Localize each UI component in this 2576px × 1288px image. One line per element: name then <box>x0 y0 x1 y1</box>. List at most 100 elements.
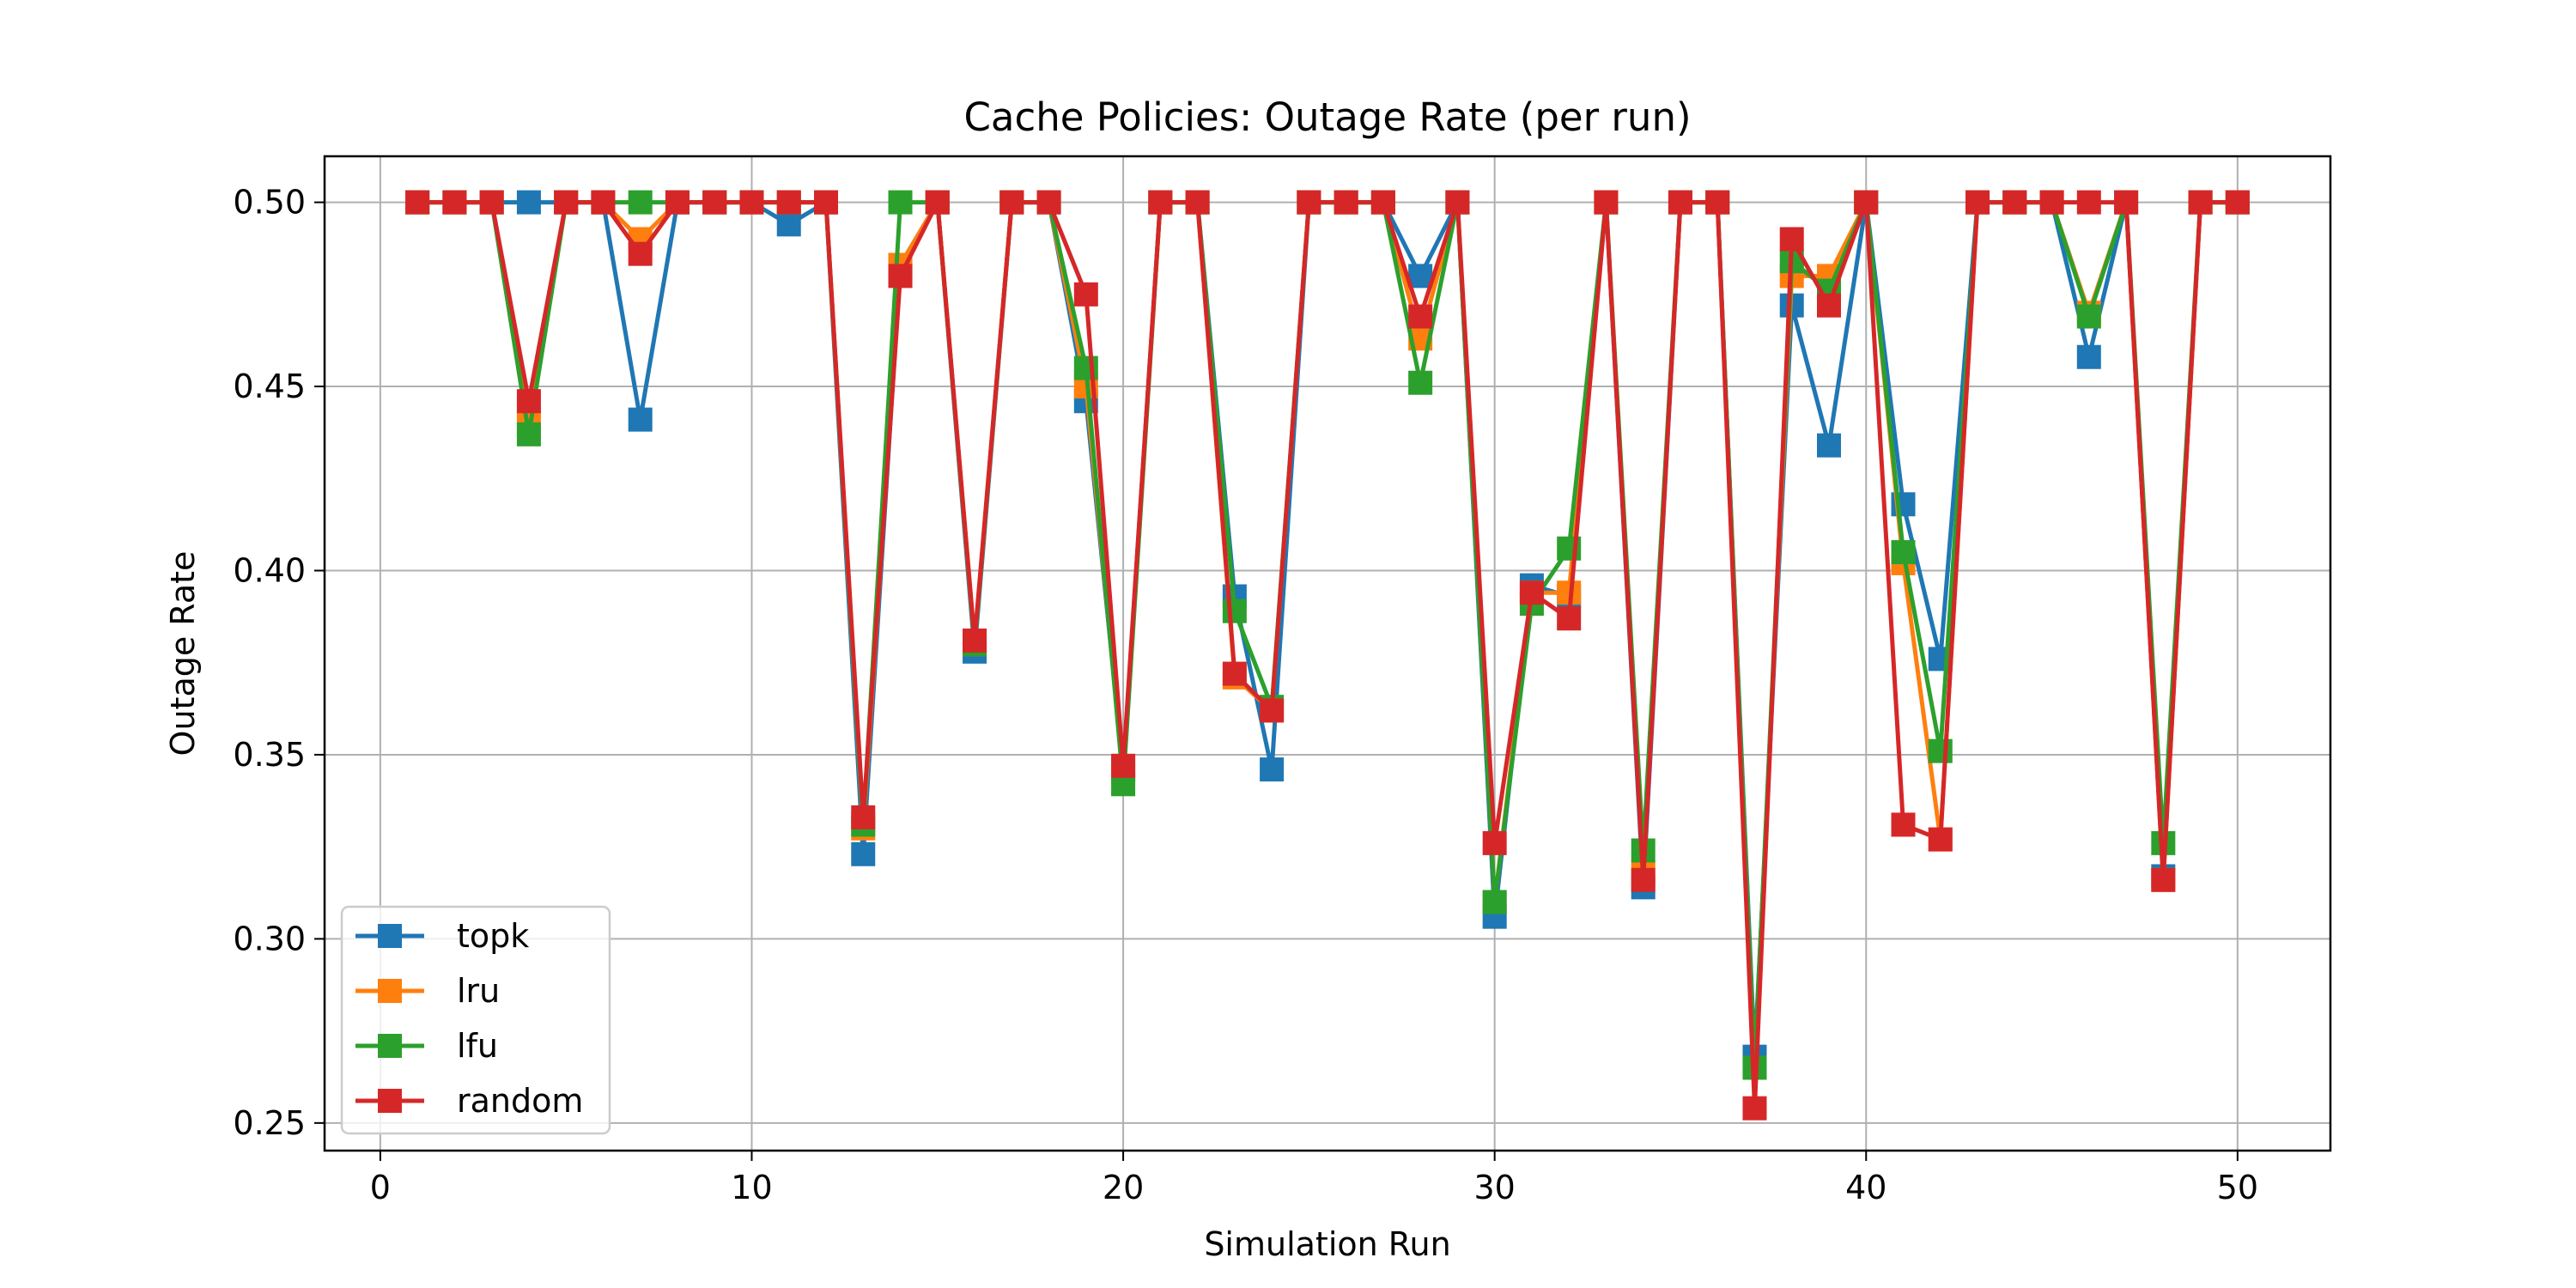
data-point-random <box>665 190 690 215</box>
data-point-random <box>2188 190 2213 215</box>
y-tick-label: 0.35 <box>233 736 306 774</box>
data-point-topk <box>1408 264 1433 289</box>
data-point-lfu <box>1222 598 1247 623</box>
legend-item-lfu: lfu <box>355 1027 498 1065</box>
data-point-lfu <box>1891 540 1916 565</box>
grid <box>325 156 2330 1151</box>
data-point-random <box>1557 606 1582 631</box>
data-point-random <box>1222 661 1247 686</box>
data-point-random <box>1445 190 1470 215</box>
x-axis-label: Simulation Run <box>1204 1225 1450 1263</box>
legend-marker <box>378 979 402 1003</box>
data-point-random <box>554 190 579 215</box>
plot-frame <box>323 155 2332 1152</box>
data-point-random <box>1891 812 1916 837</box>
legend-item-topk: topk <box>355 917 529 955</box>
data-point-random <box>1854 190 1879 215</box>
data-point-random <box>1185 190 1210 215</box>
data-point-random <box>1073 282 1098 307</box>
plot-area <box>325 156 2330 1151</box>
data-point-random <box>739 190 764 215</box>
data-point-topk <box>516 190 541 215</box>
series-layer <box>405 190 2250 1121</box>
legend-label: lfu <box>457 1027 498 1065</box>
data-point-random <box>1036 190 1061 215</box>
x-tick-label: 50 <box>2217 1169 2258 1206</box>
legend-label: lru <box>457 972 500 1010</box>
data-point-random <box>1260 698 1285 723</box>
data-point-random <box>1519 580 1544 605</box>
data-point-lfu <box>1928 738 1953 763</box>
data-point-random <box>814 190 838 215</box>
data-point-lfu <box>628 190 653 215</box>
data-point-random <box>1370 190 1395 215</box>
data-point-random <box>479 190 504 215</box>
data-point-random <box>702 190 727 215</box>
x-tick-label: 40 <box>1845 1169 1886 1206</box>
data-point-topk <box>851 841 876 866</box>
data-point-random <box>2039 190 2064 215</box>
legend: topk lru lfu random <box>340 905 611 1135</box>
legend-marker <box>378 1089 402 1113</box>
data-point-random <box>1111 753 1136 778</box>
data-point-random <box>628 241 653 266</box>
data-point-random <box>1408 304 1433 329</box>
data-point-random <box>999 190 1024 215</box>
y-tick-label: 0.45 <box>233 368 306 405</box>
data-point-random <box>2225 190 2250 215</box>
data-point-lfu <box>2076 304 2101 329</box>
data-point-random <box>2076 190 2101 215</box>
data-point-random <box>1742 1096 1767 1121</box>
legend-label: random <box>457 1082 583 1120</box>
legend-marker <box>378 1034 402 1058</box>
y-tick-label: 0.50 <box>233 184 306 222</box>
legend-label: topk <box>457 917 529 955</box>
data-point-topk <box>628 407 653 432</box>
data-point-random <box>1817 293 1841 318</box>
legend-box <box>340 905 611 1135</box>
x-axis: 0 10 20 30 40 50 <box>370 1151 2258 1206</box>
data-point-random <box>442 190 467 215</box>
data-point-random <box>1594 190 1619 215</box>
y-axis-label: Outage Rate <box>164 551 202 756</box>
data-point-random <box>1668 190 1692 215</box>
data-point-random <box>1928 827 1953 852</box>
chart-title: Cache Policies: Outage Rate (per run) <box>963 94 1691 140</box>
data-point-lfu <box>1482 890 1507 914</box>
data-point-random <box>1631 867 1656 892</box>
data-point-random <box>591 190 616 215</box>
data-point-topk <box>1817 433 1841 458</box>
y-axis: 0.25 0.30 0.35 0.40 0.45 0.50 <box>233 184 325 1142</box>
x-tick-label: 20 <box>1103 1169 1144 1206</box>
data-point-random <box>851 805 876 829</box>
data-point-random <box>963 628 987 653</box>
y-tick-label: 0.40 <box>233 552 306 590</box>
data-point-random <box>2151 867 2176 892</box>
data-point-random <box>1334 190 1358 215</box>
y-tick-label: 0.25 <box>233 1104 306 1142</box>
data-point-random <box>1297 190 1321 215</box>
x-tick-label: 30 <box>1473 1169 1515 1206</box>
data-point-random <box>516 389 541 414</box>
data-point-lfu <box>1408 370 1433 395</box>
data-point-random <box>925 190 950 215</box>
data-point-random <box>1705 190 1730 215</box>
series-random <box>405 190 2250 1121</box>
legend-item-random: random <box>355 1082 583 1120</box>
data-point-topk <box>2076 344 2101 369</box>
data-point-random <box>1482 830 1507 855</box>
data-point-random <box>1779 227 1804 252</box>
data-point-lfu <box>516 422 541 447</box>
data-point-random <box>2114 190 2139 215</box>
data-point-topk <box>776 212 801 237</box>
data-point-topk <box>1260 757 1285 782</box>
data-point-lfu <box>888 190 913 215</box>
legend-item-lru: lru <box>355 972 500 1010</box>
data-point-random <box>1965 190 1990 215</box>
x-tick-label: 0 <box>370 1169 391 1206</box>
data-point-random <box>888 264 913 289</box>
x-tick-label: 10 <box>731 1169 772 1206</box>
data-point-random <box>405 190 430 215</box>
legend-marker <box>378 924 402 948</box>
